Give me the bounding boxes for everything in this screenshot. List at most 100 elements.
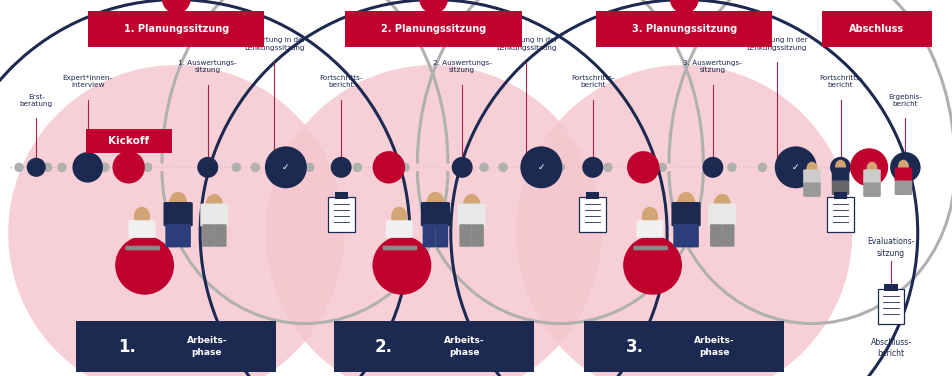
Ellipse shape [641,207,657,226]
Ellipse shape [834,160,845,173]
Text: Bewertung in der
Lenkungssitzung: Bewertung in der Lenkungssitzung [744,37,807,51]
FancyBboxPatch shape [86,129,171,153]
Ellipse shape [400,162,409,172]
FancyBboxPatch shape [709,224,722,247]
Ellipse shape [169,192,187,214]
Ellipse shape [162,0,190,14]
Ellipse shape [865,162,877,175]
Ellipse shape [9,65,344,376]
Text: 2. Planungssitzung: 2. Planungssitzung [381,24,486,34]
Ellipse shape [115,236,174,295]
Text: Abschluss: Abschluss [848,24,903,34]
FancyBboxPatch shape [421,202,449,226]
FancyBboxPatch shape [633,246,667,250]
FancyBboxPatch shape [636,220,663,238]
Text: 3. Planungssitzung: 3. Planungssitzung [631,24,736,34]
Text: Bewertung in der
Lenkungssitzung: Bewertung in der Lenkungssitzung [243,37,306,51]
Ellipse shape [250,162,260,172]
Ellipse shape [426,192,444,214]
Ellipse shape [555,162,565,172]
Text: Bewertung in der
Lenkungssitzung: Bewertung in der Lenkungssitzung [494,37,557,51]
FancyBboxPatch shape [459,224,471,247]
Ellipse shape [669,0,698,14]
FancyBboxPatch shape [178,224,190,247]
FancyBboxPatch shape [821,11,930,47]
FancyBboxPatch shape [671,202,700,226]
Ellipse shape [372,151,405,183]
Ellipse shape [27,158,46,177]
FancyBboxPatch shape [722,224,734,247]
Ellipse shape [100,162,109,172]
FancyBboxPatch shape [863,169,880,184]
Ellipse shape [849,148,887,186]
Ellipse shape [133,207,149,226]
FancyBboxPatch shape [471,224,484,247]
Text: Arbeits-
phase: Arbeits- phase [694,337,734,357]
Ellipse shape [676,192,694,214]
FancyBboxPatch shape [126,246,160,250]
Ellipse shape [479,162,488,172]
Text: Abschluss-
bericht: Abschluss- bericht [869,338,911,358]
FancyBboxPatch shape [894,180,911,195]
FancyBboxPatch shape [457,203,486,227]
FancyBboxPatch shape [89,11,264,47]
Ellipse shape [909,162,919,172]
FancyBboxPatch shape [894,167,911,182]
Ellipse shape [626,151,659,183]
Ellipse shape [206,194,223,215]
Ellipse shape [266,65,601,376]
FancyBboxPatch shape [803,169,820,184]
Ellipse shape [702,157,723,178]
Ellipse shape [305,162,314,172]
FancyBboxPatch shape [214,224,227,247]
Ellipse shape [419,0,447,14]
FancyBboxPatch shape [166,224,178,247]
Text: Expert*innen-
interview: Expert*innen- interview [63,75,112,88]
Text: ✓: ✓ [282,163,289,172]
Ellipse shape [726,162,736,172]
FancyBboxPatch shape [831,180,848,195]
Ellipse shape [889,152,920,183]
Text: Erst-
beratung: Erst- beratung [20,94,52,107]
Text: Fortschritts-
bericht: Fortschritts- bericht [818,75,862,88]
FancyBboxPatch shape [877,289,903,324]
Ellipse shape [657,162,666,172]
Text: Ergebnis-
bericht: Ergebnis- bericht [887,94,922,107]
Text: 1. Auswertungs-
sitzung: 1. Auswertungs- sitzung [178,60,237,73]
FancyBboxPatch shape [863,182,880,197]
FancyBboxPatch shape [803,182,820,197]
FancyBboxPatch shape [595,11,771,47]
FancyBboxPatch shape [334,192,347,199]
FancyBboxPatch shape [76,321,276,372]
Text: Arbeits-
phase: Arbeits- phase [444,337,484,357]
Text: Evaluations-
sitzung: Evaluations- sitzung [866,238,914,258]
Ellipse shape [757,162,766,172]
Ellipse shape [197,157,218,178]
FancyBboxPatch shape [826,197,853,232]
FancyBboxPatch shape [345,11,522,47]
FancyBboxPatch shape [422,224,435,247]
FancyBboxPatch shape [383,246,417,250]
Ellipse shape [112,151,145,183]
FancyBboxPatch shape [435,224,447,247]
Text: Kickoff: Kickoff [108,136,149,146]
Ellipse shape [57,162,67,172]
FancyBboxPatch shape [386,220,412,238]
Text: 2. Auswertungs-
sitzung: 2. Auswertungs- sitzung [432,60,491,73]
Text: 3. Auswertungs-
sitzung: 3. Auswertungs- sitzung [683,60,742,73]
Ellipse shape [829,157,850,178]
FancyBboxPatch shape [579,197,605,232]
Ellipse shape [463,194,480,215]
Ellipse shape [897,160,908,173]
FancyBboxPatch shape [831,167,848,182]
Ellipse shape [162,321,190,350]
FancyBboxPatch shape [200,203,228,227]
Ellipse shape [43,162,52,172]
Text: 2.: 2. [375,338,392,356]
Ellipse shape [623,236,682,295]
FancyBboxPatch shape [202,224,214,247]
Ellipse shape [850,162,860,172]
FancyBboxPatch shape [164,202,192,226]
Ellipse shape [231,162,241,172]
Ellipse shape [419,321,447,350]
